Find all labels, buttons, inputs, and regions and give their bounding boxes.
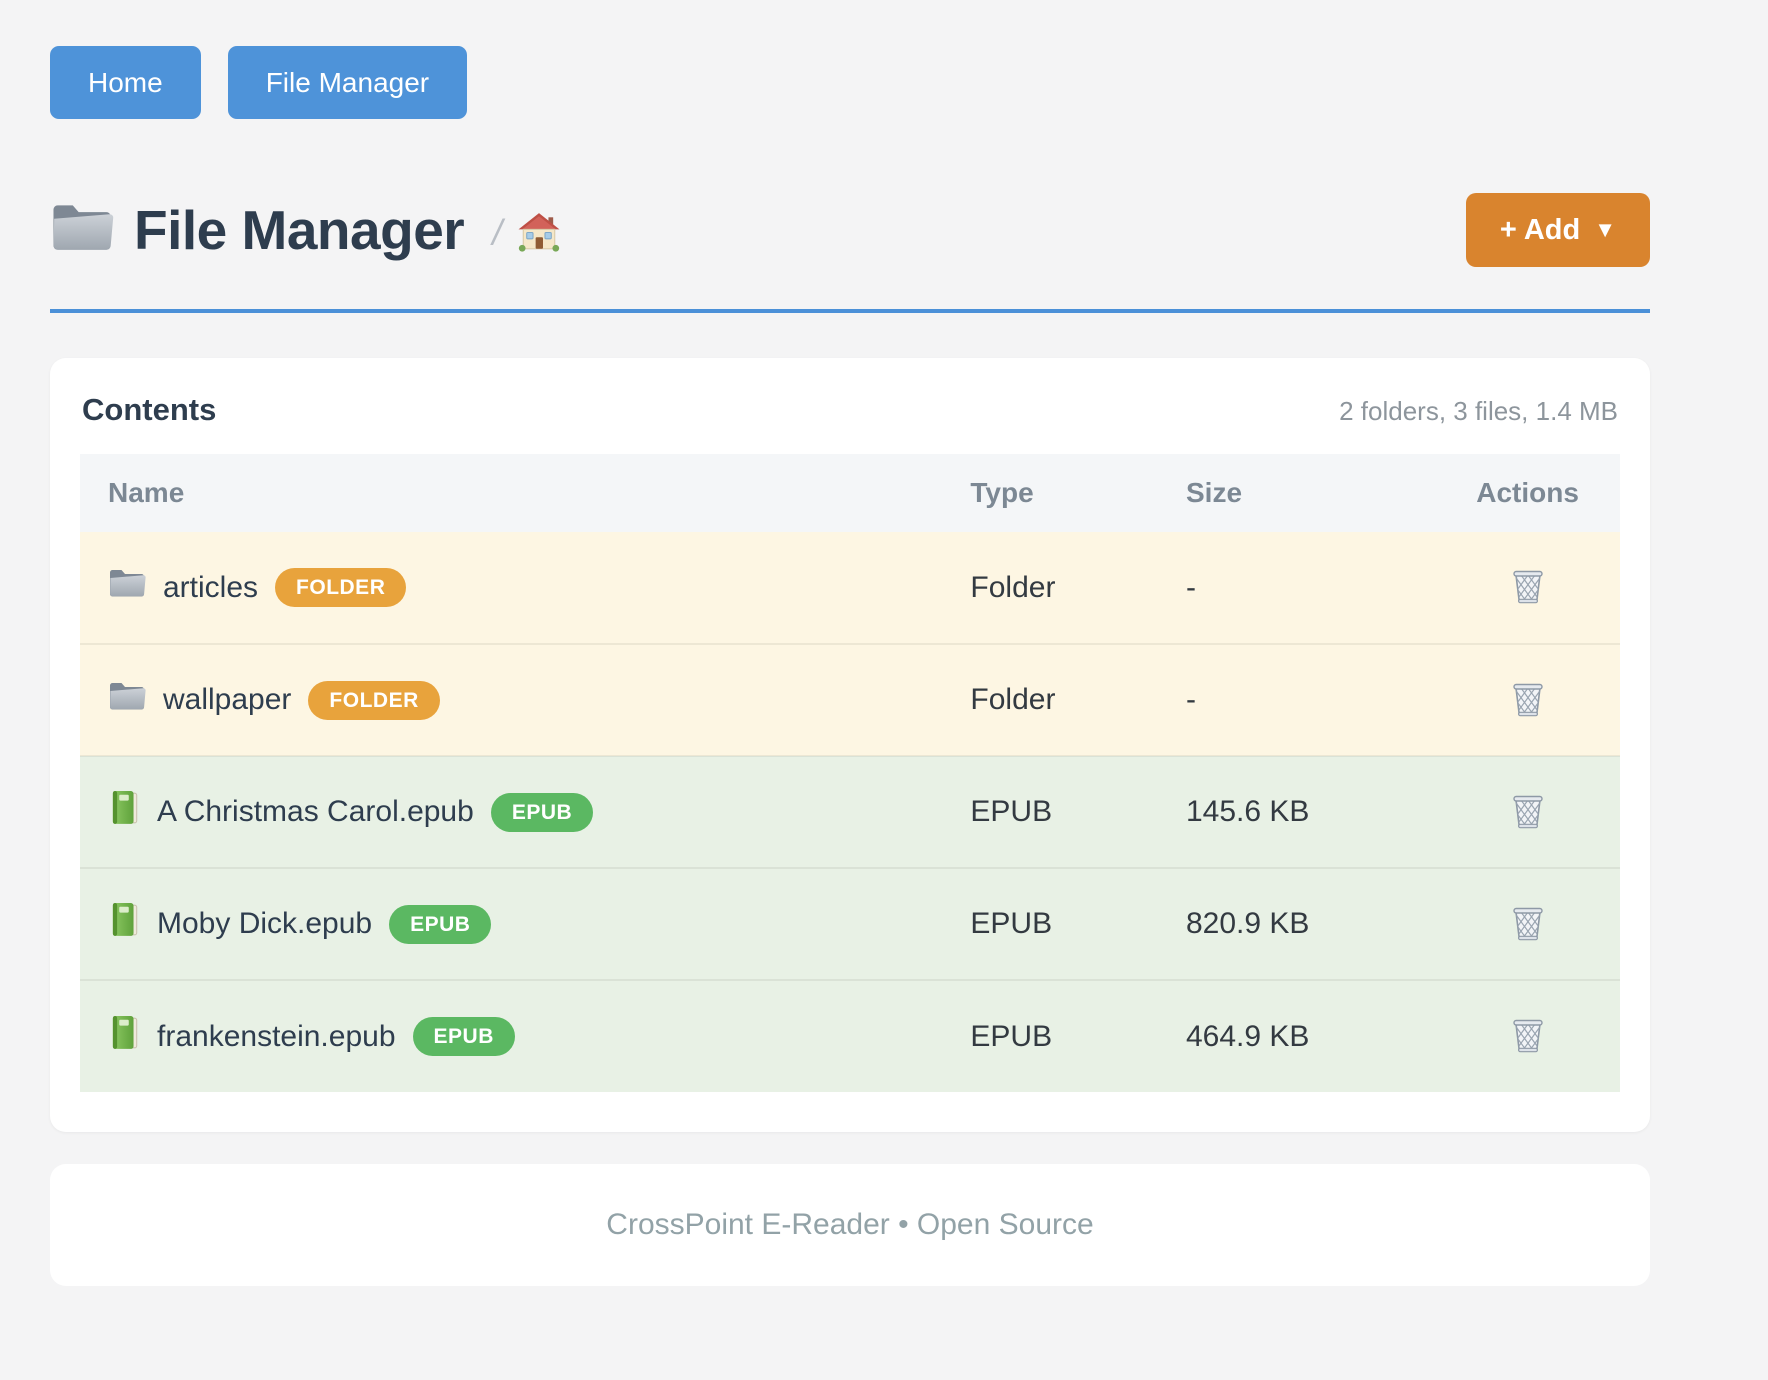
delete-button[interactable] (1505, 788, 1551, 837)
chevron-down-icon: ▼ (1594, 217, 1616, 242)
item-name: Moby Dick.epub (157, 907, 373, 940)
contents-card-header: Contents 2 folders, 3 files, 1.4 MB (80, 392, 1620, 428)
contents-summary: 2 folders, 3 files, 1.4 MB (1339, 396, 1618, 426)
contents-card: Contents 2 folders, 3 files, 1.4 MB Name… (50, 358, 1650, 1132)
column-header-type: Type (942, 454, 1158, 532)
delete-button[interactable] (1505, 900, 1551, 949)
page-title: File Manager (134, 199, 465, 261)
item-size: 820.9 KB (1186, 907, 1310, 940)
item-size: 464.9 KB (1186, 1019, 1310, 1053)
folder-badge: FOLDER (275, 568, 407, 607)
table-row-a-christmas-carol[interactable]: A Christmas Carol.epub EPUB EPUB 145.6 K… (80, 756, 1620, 868)
table-header-row: Name Type Size Actions (80, 454, 1620, 532)
table-row-wallpaper[interactable]: wallpaper FOLDER Folder - (80, 644, 1620, 756)
trash-icon (1511, 1016, 1545, 1057)
item-type: Folder (970, 683, 1056, 716)
delete-button[interactable] (1505, 676, 1551, 725)
item-type: Folder (970, 570, 1056, 604)
delete-button[interactable] (1505, 563, 1551, 612)
item-size: 145.6 KB (1186, 795, 1310, 828)
trash-icon (1511, 904, 1545, 945)
trash-icon (1511, 792, 1545, 833)
contents-title: Contents (82, 392, 217, 427)
file-table: Name Type Size Actions a (80, 454, 1620, 1092)
book-icon (108, 790, 140, 834)
add-button[interactable]: + Add ▼ (1465, 193, 1650, 267)
item-name: frankenstein.epub (157, 1019, 396, 1053)
column-header-size: Size (1158, 454, 1436, 532)
item-type: EPUB (970, 1019, 1053, 1053)
folder-icon (108, 568, 146, 607)
folder-badge: FOLDER (308, 680, 440, 720)
epub-badge: EPUB (412, 1017, 515, 1056)
table-row-articles[interactable]: articles FOLDER Folder - (80, 532, 1620, 644)
footer-text: CrossPoint E-Reader • Open Source (606, 1208, 1094, 1241)
folder-icon (108, 681, 146, 720)
column-header-name: Name (80, 454, 943, 532)
column-header-actions: Actions (1435, 454, 1620, 532)
page-header: File Manager / + Add ▼ (50, 193, 1650, 267)
home-button[interactable]: Home (50, 46, 201, 119)
epub-badge: EPUB (490, 792, 594, 832)
table-row-frankenstein[interactable]: frankenstein.epub EPUB EPUB 464.9 KB (80, 980, 1620, 1092)
item-name: A Christmas Carol.epub (157, 795, 474, 828)
table-row-moby-dick[interactable]: Moby Dick.epub EPUB EPUB 820.9 KB (80, 868, 1620, 980)
title-group: File Manager / (50, 198, 1466, 262)
item-size: - (1186, 683, 1196, 716)
epub-badge: EPUB (389, 904, 492, 944)
item-type: EPUB (970, 795, 1053, 828)
top-nav: Home File Manager (50, 46, 1650, 119)
breadcrumb-separator: / (492, 212, 503, 253)
house-icon[interactable] (518, 212, 560, 257)
trash-icon (1511, 567, 1545, 608)
delete-button[interactable] (1505, 1012, 1551, 1061)
page-container: Home File Manager File Manager / (50, 0, 1650, 1286)
footer-card: CrossPoint E-Reader • Open Source (50, 1164, 1650, 1286)
add-button-label: + Add (1499, 213, 1581, 246)
header-divider (50, 309, 1650, 313)
item-size: - (1186, 570, 1196, 604)
folder-icon (50, 202, 114, 259)
trash-icon (1511, 680, 1545, 721)
book-icon (108, 1015, 140, 1059)
item-type: EPUB (970, 907, 1053, 940)
item-name: articles (163, 570, 259, 604)
file-manager-button[interactable]: File Manager (227, 46, 468, 119)
book-icon (108, 902, 140, 946)
item-name: wallpaper (163, 683, 292, 716)
